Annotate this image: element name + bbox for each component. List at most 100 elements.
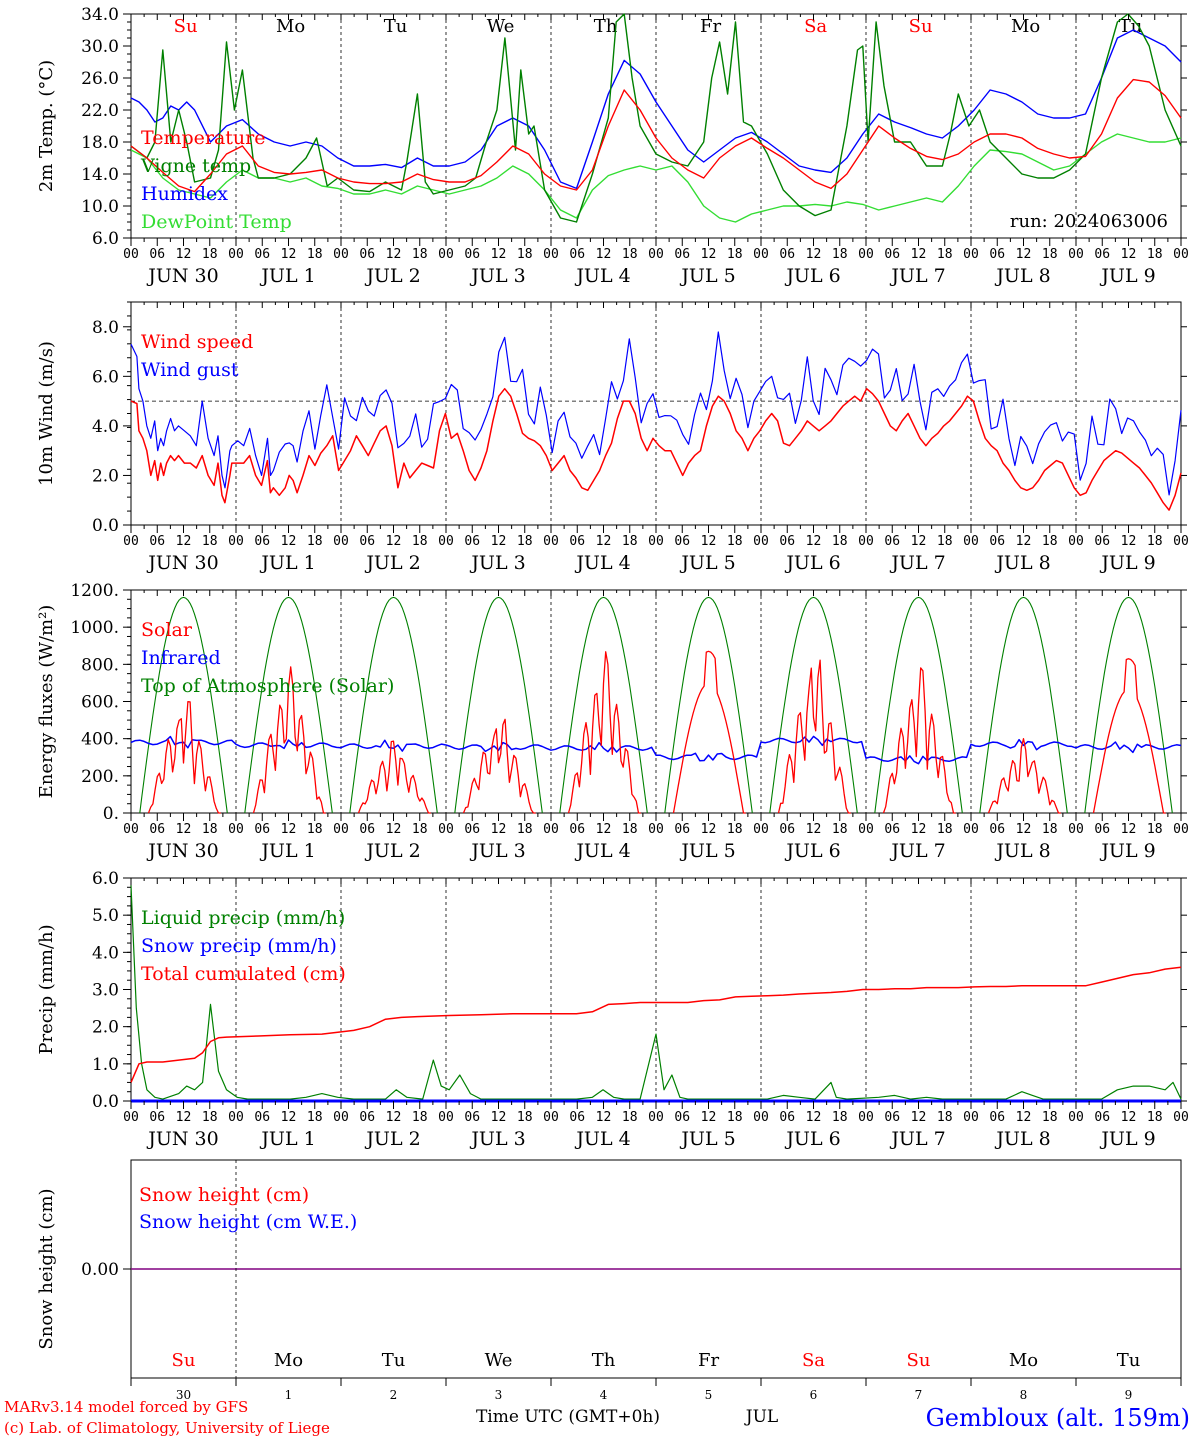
weekday-label: Tu [1117, 1350, 1141, 1371]
hour-tick-label: 12 [806, 534, 822, 549]
hour-tick-label: 18 [622, 534, 638, 549]
hour-tick-label: 18 [1042, 534, 1058, 549]
hour-tick-label: 18 [1042, 247, 1058, 262]
series-total-cumulated [130, 966, 1182, 1083]
hour-tick-label: 00 [1068, 534, 1084, 549]
hour-tick-label: 06 [569, 534, 585, 549]
hour-tick-label: 12 [596, 534, 612, 549]
hour-tick-label: 00 [543, 534, 559, 549]
hour-tick-label: 12 [176, 822, 192, 837]
legend-total-cumulated-cm-: Total cumulated (cm) [141, 963, 346, 985]
hour-tick-label: 18 [832, 822, 848, 837]
hour-tick-label: 00 [123, 1110, 139, 1125]
y-tick-label: 200. [81, 767, 119, 787]
hour-tick-label: 12 [176, 1110, 192, 1125]
hour-tick-label: 06 [149, 1110, 165, 1125]
hour-tick-label: 06 [779, 534, 795, 549]
hour-tick-label: 00 [438, 534, 454, 549]
weekday-label: Tu [382, 1350, 406, 1371]
legend-snow-precip-mm-h-: Snow precip (mm/h) [141, 935, 337, 957]
hour-tick-label: 06 [569, 1110, 585, 1125]
hour-tick-label: 18 [517, 247, 533, 262]
hour-tick-label: 12 [386, 822, 402, 837]
day-label: JUL 6 [784, 552, 840, 574]
hour-tick-label: 12 [491, 822, 507, 837]
day-label: JUL 9 [1099, 265, 1155, 287]
y-tick-label: 6.0 [92, 869, 119, 889]
day-label: JUL 7 [889, 265, 945, 287]
hour-tick-label: 12 [701, 534, 717, 549]
y-tick-label: 4.0 [92, 417, 119, 437]
hour-tick-label: 12 [491, 247, 507, 262]
weekday-label: Sa [802, 1350, 825, 1371]
day-label: JUL 2 [364, 1128, 420, 1150]
series-lime [130, 133, 1182, 223]
model-credit: MARv3.14 model forced by GFS [4, 1398, 248, 1416]
hour-tick-label: 12 [281, 822, 297, 837]
day-label: JUL 1 [259, 265, 315, 287]
hour-tick-label: 00 [438, 1110, 454, 1125]
hour-tick-label: 12 [806, 247, 822, 262]
day-label: JUL 5 [679, 1128, 735, 1150]
y-tick-label: 18.0 [81, 133, 119, 153]
y-tick-label: 600. [81, 693, 119, 713]
hour-tick-label: 00 [1068, 822, 1084, 837]
y-tick-label: 14.0 [81, 165, 119, 185]
hour-tick-label: 06 [1094, 822, 1110, 837]
y-tick-label: 3.0 [92, 981, 119, 1001]
legend-vigne-temp: Vigne temp [140, 155, 251, 177]
day-label: JUL 6 [784, 265, 840, 287]
y-tick-label: 6.0 [92, 229, 119, 249]
hour-tick-label: 00 [333, 247, 349, 262]
time-axis-label: Time UTC (GMT+0h) [476, 1407, 660, 1427]
hour-tick-label: 06 [359, 247, 375, 262]
day-label: JUL 6 [784, 1128, 840, 1150]
day-label: JUL 1 [259, 840, 315, 862]
hour-tick-label: 00 [753, 534, 769, 549]
hour-tick-label: 12 [281, 534, 297, 549]
hour-tick-label: 18 [202, 1110, 218, 1125]
hour-tick-label: 06 [464, 1110, 480, 1125]
hour-tick-label: 12 [386, 1110, 402, 1125]
series-green [130, 13, 1182, 223]
hour-tick-label: 00 [333, 822, 349, 837]
hour-tick-label: 06 [569, 247, 585, 262]
series-solar [1092, 658, 1166, 814]
day-label: JUL 7 [889, 552, 945, 574]
hour-tick-label: 12 [1121, 1110, 1137, 1125]
y-tick-label: 2.0 [92, 1018, 119, 1038]
hour-tick-label: 06 [569, 822, 585, 837]
day-label: JUL 8 [994, 1128, 1050, 1150]
hour-tick-label: 00 [648, 1110, 664, 1125]
hour-tick-label: 18 [937, 822, 953, 837]
day-label: JUN 30 [146, 840, 218, 862]
day-label: JUL 4 [574, 1128, 630, 1150]
y-axis-label: Energy fluxes (W/m²) [36, 605, 57, 799]
hour-tick-label: 06 [464, 822, 480, 837]
hour-tick-label: 18 [1042, 1110, 1058, 1125]
hour-tick-label: 00 [123, 822, 139, 837]
weekday-label: Mo [1011, 16, 1040, 37]
hour-tick-label: 18 [622, 822, 638, 837]
hour-tick-label: 18 [727, 534, 743, 549]
y-tick-label: 1.0 [92, 1055, 119, 1075]
y-tick-label: 26.0 [81, 69, 119, 89]
y-tick-label: 400. [81, 730, 119, 750]
month-label: JUL [744, 1407, 778, 1427]
hour-tick-label: 12 [1121, 822, 1137, 837]
hour-tick-label: 06 [254, 247, 270, 262]
day-label: JUL 1 [259, 1128, 315, 1150]
hour-tick-label: 00 [858, 1110, 874, 1125]
y-tick-label: 5.0 [92, 906, 119, 926]
day-label: JUL 3 [469, 840, 525, 862]
hour-tick-label: 00 [1173, 534, 1189, 549]
day-label: JUL 5 [679, 552, 735, 574]
hour-tick-label: 18 [517, 1110, 533, 1125]
hour-tick-label: 12 [176, 247, 192, 262]
hour-tick-label: 18 [307, 1110, 323, 1125]
hour-tick-label: 00 [228, 822, 244, 837]
hour-tick-label: 06 [674, 1110, 690, 1125]
hour-tick-label: 06 [989, 534, 1005, 549]
hour-tick-label: 12 [1121, 534, 1137, 549]
hour-tick-label: 12 [596, 1110, 612, 1125]
